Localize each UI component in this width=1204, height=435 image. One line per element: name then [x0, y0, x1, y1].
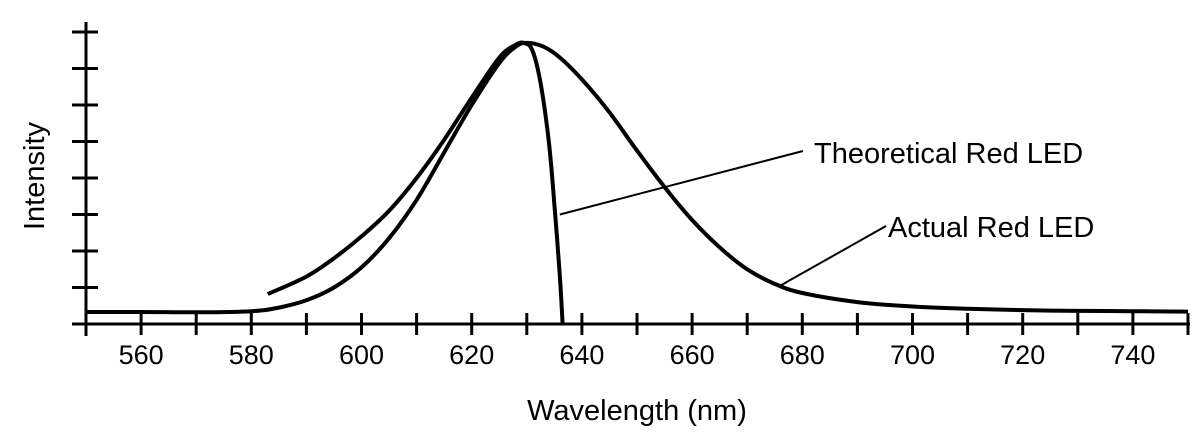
annotation-actual-red-led: Actual Red LED — [888, 212, 1094, 244]
series-lines — [85, 40, 1189, 325]
x-tick-label-600: 600 — [339, 340, 384, 370]
x-tick-label-580: 580 — [229, 340, 274, 370]
series-line-actual-red-led — [85, 40, 1189, 315]
y-ticks — [72, 30, 98, 326]
x-tick-label-560: 560 — [119, 340, 164, 370]
x-ticks: 560 580 600 620 640 660 680 700 720 740 — [84, 313, 1190, 370]
x-tick-label-720: 720 — [1000, 340, 1045, 370]
annotation-theoretical-red-led: Theoretical Red LED — [814, 138, 1083, 170]
x-tick-label-740: 740 — [1110, 340, 1155, 370]
x-tick-label-640: 640 — [559, 340, 604, 370]
x-axis-label: Wavelength (nm) — [527, 395, 747, 427]
x-tick-label-620: 620 — [449, 340, 494, 370]
leader-line-actual-red-led — [779, 225, 887, 287]
leader-line-theoretical-red-led — [559, 150, 804, 216]
x-tick-label-660: 660 — [670, 340, 715, 370]
axes — [72, 22, 1190, 336]
x-tick-label-680: 680 — [780, 340, 825, 370]
y-axis-label: Intensity — [19, 122, 51, 230]
x-tick-label-700: 700 — [890, 340, 935, 370]
series-line-theoretical-red-led — [266, 40, 565, 325]
annotations: Theoretical Red LED Actual Red LED — [559, 138, 1094, 287]
